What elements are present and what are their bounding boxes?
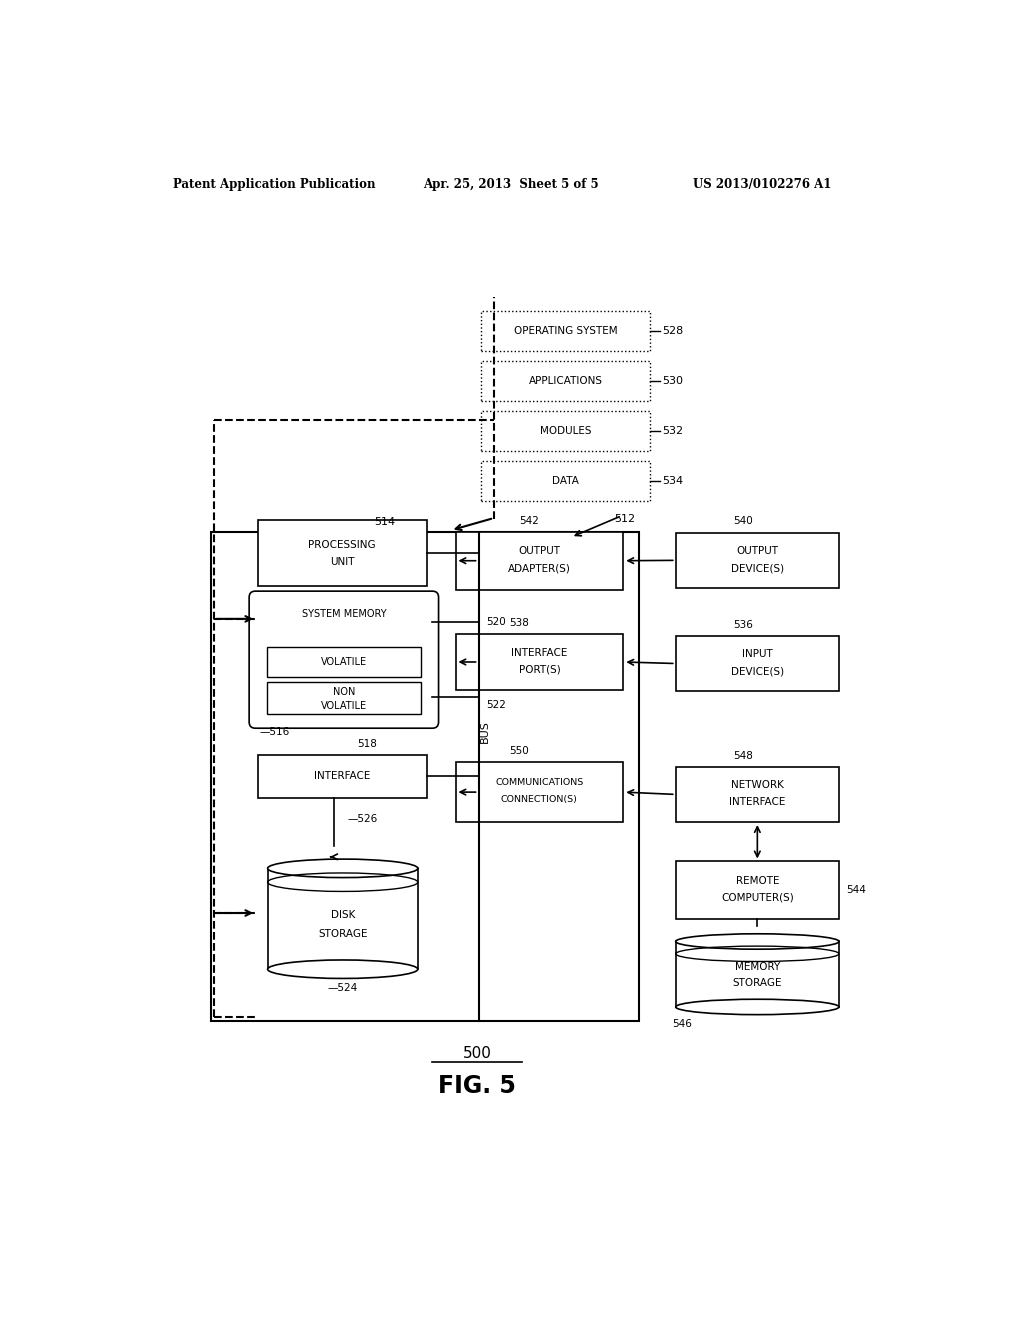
Text: 528: 528 xyxy=(662,326,683,335)
Text: 546: 546 xyxy=(672,1019,692,1030)
Text: INTERFACE: INTERFACE xyxy=(511,648,567,657)
Ellipse shape xyxy=(676,933,839,949)
Text: COMPUTER(S): COMPUTER(S) xyxy=(721,894,794,903)
Text: DATA: DATA xyxy=(552,477,579,486)
FancyBboxPatch shape xyxy=(481,411,650,451)
Text: 534: 534 xyxy=(662,477,683,486)
FancyBboxPatch shape xyxy=(676,941,839,1007)
Text: US 2013/0102276 A1: US 2013/0102276 A1 xyxy=(692,178,831,190)
Text: —516: —516 xyxy=(259,726,290,737)
Text: —526: —526 xyxy=(348,814,378,825)
FancyBboxPatch shape xyxy=(267,647,421,677)
Text: NETWORK: NETWORK xyxy=(731,780,783,791)
Text: STORAGE: STORAGE xyxy=(732,978,782,989)
Text: STORAGE: STORAGE xyxy=(317,929,368,939)
Text: NON: NON xyxy=(333,686,355,697)
Text: 544: 544 xyxy=(847,886,866,895)
FancyBboxPatch shape xyxy=(211,532,639,1020)
Text: 512: 512 xyxy=(614,515,635,524)
Text: VOLATILE: VOLATILE xyxy=(321,701,367,711)
FancyBboxPatch shape xyxy=(456,635,624,689)
FancyBboxPatch shape xyxy=(676,636,839,692)
Text: 530: 530 xyxy=(662,376,683,385)
Text: 548: 548 xyxy=(733,751,753,760)
Text: 500: 500 xyxy=(463,1045,492,1061)
Text: VOLATILE: VOLATILE xyxy=(321,657,367,667)
FancyBboxPatch shape xyxy=(481,461,650,502)
Text: 550: 550 xyxy=(509,746,529,756)
Text: INPUT: INPUT xyxy=(742,649,773,659)
FancyBboxPatch shape xyxy=(676,862,839,919)
Text: MODULES: MODULES xyxy=(540,426,592,436)
Text: OUTPUT: OUTPUT xyxy=(518,546,560,557)
Text: 536: 536 xyxy=(733,619,753,630)
FancyBboxPatch shape xyxy=(267,869,418,969)
Text: 532: 532 xyxy=(662,426,683,436)
Text: CONNECTION(S): CONNECTION(S) xyxy=(501,796,578,804)
Text: PROCESSING: PROCESSING xyxy=(308,540,376,550)
Text: INTERFACE: INTERFACE xyxy=(729,797,785,807)
Ellipse shape xyxy=(267,859,418,878)
FancyBboxPatch shape xyxy=(676,767,839,822)
Text: INTERFACE: INTERFACE xyxy=(314,771,371,781)
FancyBboxPatch shape xyxy=(249,591,438,729)
Text: COMMUNICATIONS: COMMUNICATIONS xyxy=(496,779,584,787)
Ellipse shape xyxy=(676,999,839,1015)
Text: Patent Application Publication: Patent Application Publication xyxy=(173,178,376,190)
Text: 514: 514 xyxy=(374,517,395,527)
Text: 518: 518 xyxy=(356,739,377,748)
FancyBboxPatch shape xyxy=(258,520,427,586)
Text: UNIT: UNIT xyxy=(330,557,354,568)
Text: 542: 542 xyxy=(519,516,540,525)
Text: MEMORY: MEMORY xyxy=(734,961,780,972)
FancyBboxPatch shape xyxy=(456,762,624,822)
Text: 538: 538 xyxy=(509,618,529,628)
FancyBboxPatch shape xyxy=(258,755,427,797)
Text: DISK: DISK xyxy=(331,909,355,920)
Text: 540: 540 xyxy=(733,516,753,527)
Ellipse shape xyxy=(267,960,418,978)
Text: DEVICE(S): DEVICE(S) xyxy=(731,564,784,573)
FancyBboxPatch shape xyxy=(267,682,421,714)
Text: Apr. 25, 2013  Sheet 5 of 5: Apr. 25, 2013 Sheet 5 of 5 xyxy=(423,178,599,190)
Text: BUS: BUS xyxy=(479,721,489,743)
FancyBboxPatch shape xyxy=(481,312,650,351)
FancyBboxPatch shape xyxy=(676,533,839,589)
Text: APPLICATIONS: APPLICATIONS xyxy=(528,376,602,385)
Text: FIG. 5: FIG. 5 xyxy=(438,1074,516,1098)
Text: PORT(S): PORT(S) xyxy=(518,665,560,675)
Text: OPERATING SYSTEM: OPERATING SYSTEM xyxy=(514,326,617,335)
FancyBboxPatch shape xyxy=(481,360,650,401)
Text: 522: 522 xyxy=(486,700,506,710)
FancyBboxPatch shape xyxy=(456,532,624,590)
Text: OUTPUT: OUTPUT xyxy=(736,546,778,556)
Text: DEVICE(S): DEVICE(S) xyxy=(731,667,784,676)
Text: SYSTEM MEMORY: SYSTEM MEMORY xyxy=(301,610,386,619)
Text: —524: —524 xyxy=(328,983,357,993)
Text: REMOTE: REMOTE xyxy=(735,876,779,886)
Text: ADAPTER(S): ADAPTER(S) xyxy=(508,564,570,573)
Text: 520: 520 xyxy=(486,616,506,627)
